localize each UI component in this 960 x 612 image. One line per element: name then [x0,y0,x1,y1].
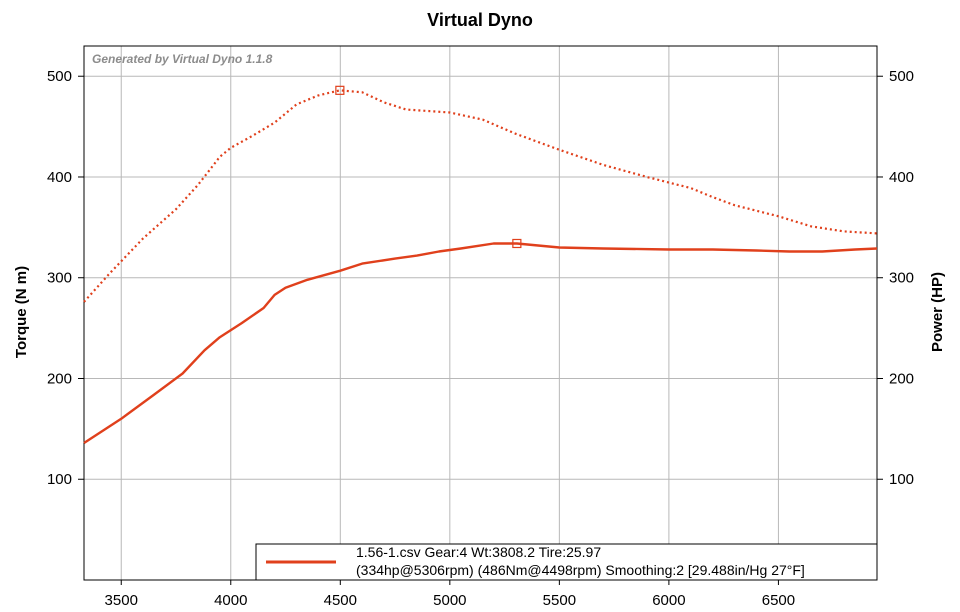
power-peak-marker [335,85,345,95]
legend-line-1: 1.56-1.csv Gear:4 Wt:3808.2 Tire:25.97 [356,544,601,560]
legend-box [255,543,878,581]
legend: 1.56-1.csv Gear:4 Wt:3808.2 Tire:25.97 (… [255,543,878,581]
y-tick-label-right: 400 [889,169,914,186]
watermark-text: Generated by Virtual Dyno 1.1.8 [92,52,273,66]
chart-title: Virtual Dyno [427,10,533,30]
x-tick-label: 4500 [324,592,357,609]
y-tick-label-left: 300 [47,270,72,287]
y-tick-label-left: 400 [47,169,72,186]
torque-peak-marker [512,238,522,249]
plot-frame [83,45,878,581]
torque-curve [83,242,878,445]
series-group [83,85,878,445]
x-tick-label: 6500 [762,592,795,609]
y-tick-label-right: 300 [889,270,914,287]
y-tick-label-right: 500 [889,68,914,85]
x-tick-label: 4000 [214,592,247,609]
y-tick-label-left: 500 [47,68,72,85]
left-axis: 100 200 300 400 500 [47,68,84,488]
legend-line-2: (334hp@5306rpm) (486Nm@4498rpm) Smoothin… [356,562,805,578]
y-axis-label-right: Power (HP) [929,272,946,352]
x-tick-label: 3500 [105,592,138,609]
x-axis: 3500 4000 4500 5000 5500 6000 6500 [105,580,795,609]
y-tick-label-left: 200 [47,370,72,387]
grid [84,46,877,580]
x-tick-label: 5500 [543,592,576,609]
right-axis: 100 200 300 400 500 [877,68,914,488]
y-tick-label-left: 100 [47,471,72,488]
power-curve [83,89,878,303]
y-tick-label-right: 200 [889,370,914,387]
y-axis-label-left: Torque (N m) [13,266,30,358]
y-tick-label-right: 100 [889,471,914,488]
x-tick-label: 6000 [652,592,685,609]
x-tick-label: 5000 [433,592,466,609]
